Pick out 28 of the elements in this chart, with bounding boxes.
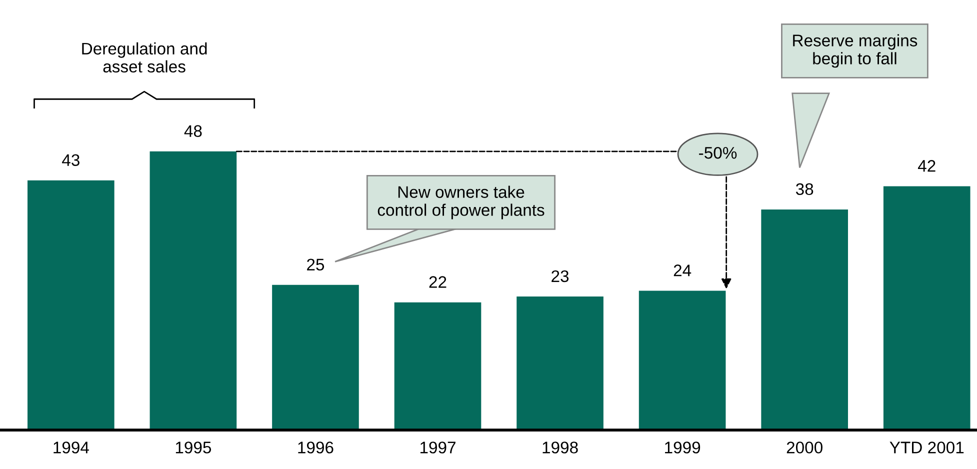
annotation: New owners take control of power plants (378, 186, 544, 220)
bar (883, 186, 970, 430)
text: Reserve margins begin to fall (793, 34, 918, 68)
data-label: 43 (62, 154, 80, 166)
bar (761, 209, 848, 430)
x-tick-label: 1994 (54, 442, 89, 454)
data-label: 23 (552, 270, 569, 282)
x-tick-label: 2000 (786, 442, 822, 454)
bar (28, 180, 114, 430)
bar (638, 290, 726, 430)
x-tick-label: 1995 (176, 442, 212, 454)
bar (150, 151, 237, 430)
text: Deregulation and asset sales (82, 42, 207, 73)
bar (394, 302, 482, 430)
data-label: 42 (918, 160, 936, 172)
x-tick-label: 1999 (665, 442, 700, 454)
x-tick-label: 1998 (542, 442, 578, 454)
data-label: 25 (307, 258, 324, 271)
data-label: 48 (184, 125, 202, 137)
x-tick-label: 1997 (420, 442, 456, 454)
data-label: 24 (674, 264, 692, 276)
annotation: -50% (699, 146, 737, 159)
bar (516, 296, 604, 430)
x-tick-label: 1996 (298, 442, 334, 454)
data-label: 22 (429, 276, 446, 288)
x-tick-label: YTD 2001 (890, 442, 964, 454)
bar (272, 284, 359, 430)
data-label: 38 (796, 183, 814, 196)
